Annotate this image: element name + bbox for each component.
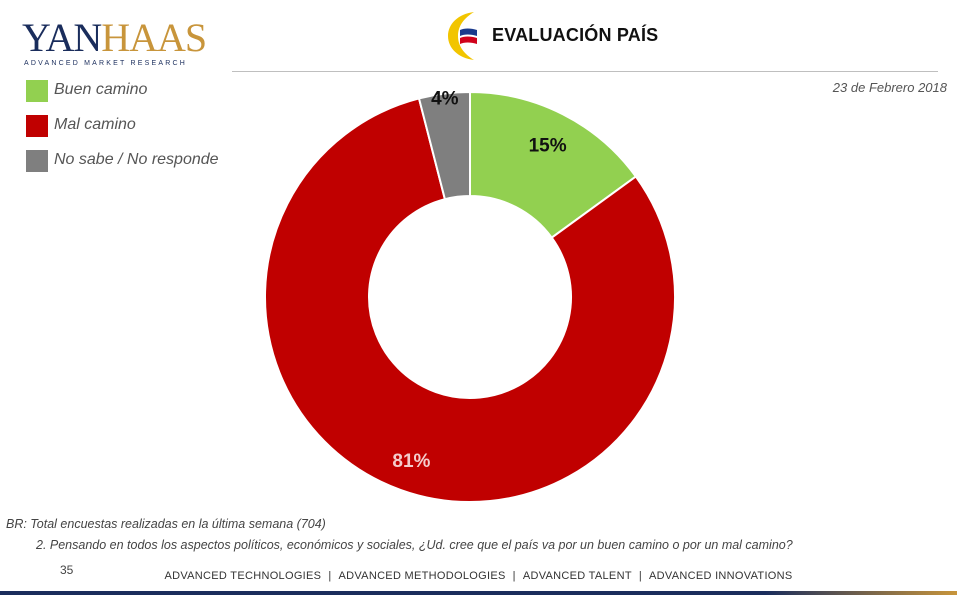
- footer-item: ADVANCED METHODOLOGIES: [338, 570, 506, 582]
- legend-label: Mal camino: [54, 116, 136, 133]
- donut-slice-no-no-responde: [417, 90, 471, 201]
- legend-swatch-buen-camino: [26, 80, 48, 102]
- page-number: 35: [60, 563, 74, 577]
- donut-slice-mal: [264, 97, 676, 503]
- legend-label: No sabe / No responde: [54, 151, 219, 168]
- page-title: EVALUACIÓN PAÍS: [492, 25, 659, 45]
- logo-suffix: HAAS: [101, 15, 207, 60]
- footer-separator: |: [328, 570, 332, 582]
- logo-tagline: ADVANCED MARKET RESEARCH: [24, 60, 188, 67]
- data-label: 4%: [431, 89, 459, 110]
- header-divider: [232, 71, 938, 72]
- footer-separator: |: [512, 570, 516, 582]
- donut-slice-buen: [469, 90, 638, 240]
- data-label: 15%: [529, 136, 567, 157]
- footer-separator: |: [638, 570, 643, 582]
- colombia-emblem-icon: [448, 12, 477, 60]
- logo-wordmark: YANHAAS: [22, 15, 207, 60]
- legend-swatch-mal-camino: [26, 115, 48, 137]
- footer-item: ADVANCED INNOVATIONS: [649, 570, 793, 582]
- report-date: 23 de Febrero 2018: [832, 80, 947, 95]
- base-note: BR: Total encuestas realizadas en la últ…: [6, 517, 326, 531]
- footer-item: ADVANCED TECHNOLOGIES: [164, 570, 322, 582]
- yanhaas-logo: YANHAAS ADVANCED MARKET RESEARCH: [22, 18, 207, 70]
- legend-label: Buen camino: [54, 81, 148, 98]
- data-label: 81%: [392, 451, 430, 472]
- logo-prefix: YAN: [22, 15, 102, 60]
- bottom-accent-bar: [0, 591, 957, 595]
- footer-item: ADVANCED TALENT: [522, 570, 632, 582]
- footer-taglines: ADVANCED TECHNOLOGIES | ADVANCED METHODOLO…: [0, 570, 957, 582]
- legend-swatch-no-sabe: [26, 150, 48, 172]
- survey-question: 2. Pensando en todos los aspectos políti…: [36, 538, 793, 552]
